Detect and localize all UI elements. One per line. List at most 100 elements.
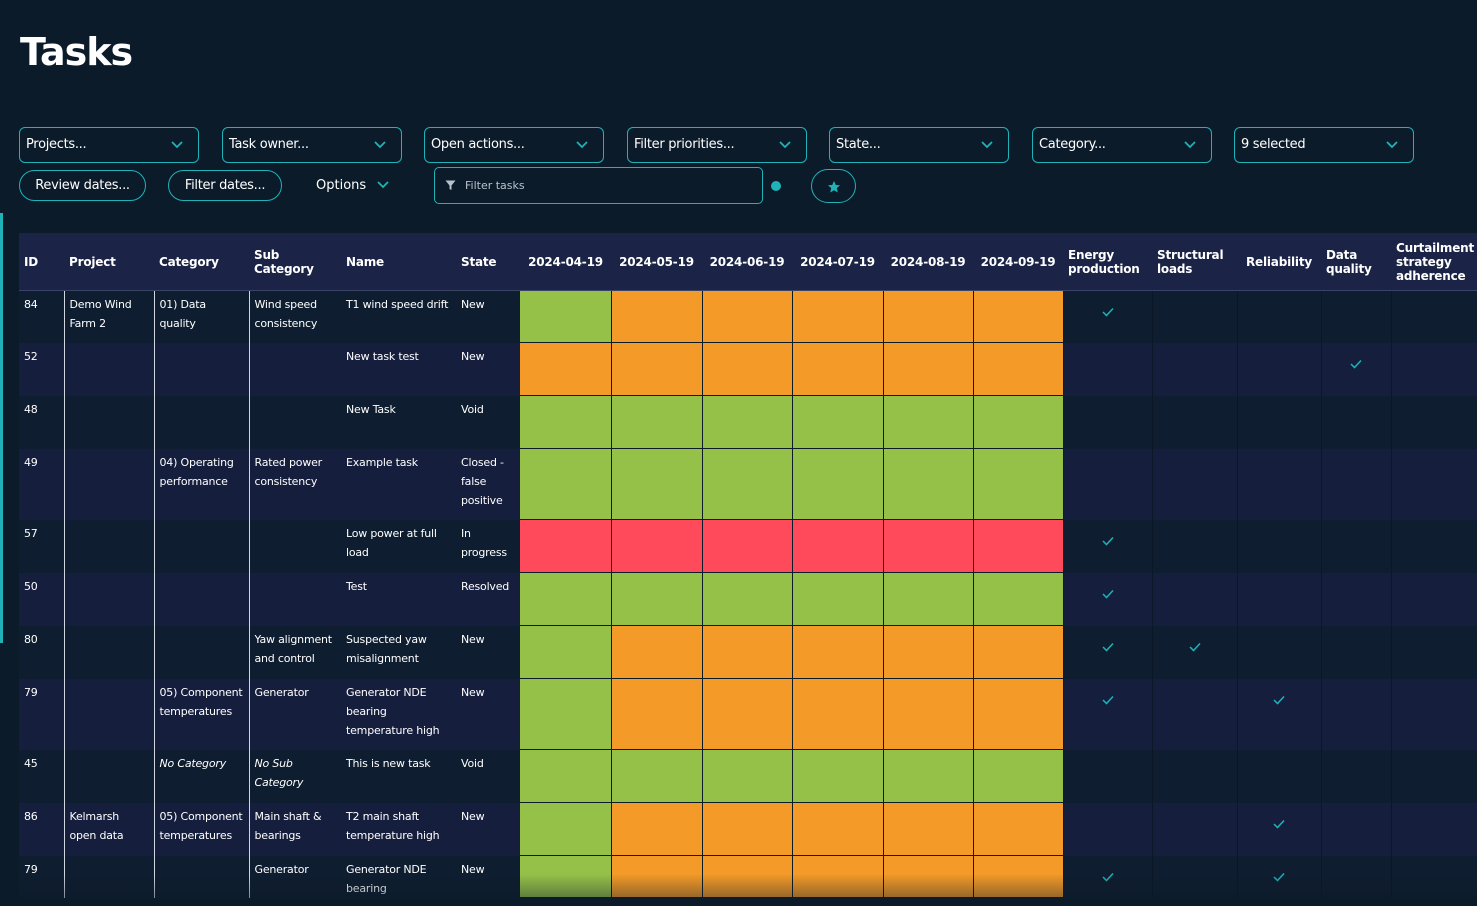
column-header-data-quality[interactable]: Data quality xyxy=(1321,233,1391,291)
column-header-curtailment[interactable]: Curtailment strategy adherence xyxy=(1391,233,1477,291)
column-header-energy-production[interactable]: Energy production xyxy=(1063,233,1152,291)
table-row[interactable]: 79 Generator Generator NDE bearing New xyxy=(19,855,1477,898)
table-row[interactable]: 49 04) Operating performance Rated power c… xyxy=(19,448,1477,520)
column-header-date[interactable]: 2024-04-19 xyxy=(520,233,611,291)
options-dropdown[interactable]: Options xyxy=(316,170,389,201)
status-cell-green[interactable] xyxy=(792,572,884,626)
column-header-id[interactable]: ID xyxy=(19,233,64,291)
table-row[interactable]: 45 No Category No Sub Category This is new … xyxy=(19,749,1477,803)
status-cell-orange[interactable] xyxy=(702,855,793,898)
status-cell-green[interactable] xyxy=(520,749,612,803)
status-cell-orange[interactable] xyxy=(973,625,1064,679)
filter-tasks-input[interactable]: Filter tasks xyxy=(434,167,763,204)
status-cell-green[interactable] xyxy=(973,572,1064,626)
column-header-sub-category[interactable]: Sub Category xyxy=(249,233,341,291)
table-row[interactable]: 80 Yaw alignment and control Suspected yaw… xyxy=(19,625,1477,679)
column-header-date[interactable]: 2024-07-19 xyxy=(792,233,883,291)
status-cell-orange[interactable] xyxy=(883,342,974,396)
status-cell-red[interactable] xyxy=(611,519,703,573)
status-cell-green[interactable] xyxy=(702,395,793,449)
column-header-reliability[interactable]: Reliability xyxy=(1237,233,1321,291)
status-cell-red[interactable] xyxy=(792,519,884,573)
status-cell-orange[interactable] xyxy=(973,342,1064,396)
status-cell-orange[interactable] xyxy=(883,625,974,679)
column-header-date[interactable]: 2024-06-19 xyxy=(702,233,792,291)
filter-dates-button[interactable]: Filter dates... xyxy=(168,170,282,201)
task-owner-dropdown[interactable]: Task owner... xyxy=(222,127,402,163)
column-header-date[interactable]: 2024-09-19 xyxy=(973,233,1063,291)
status-cell-orange[interactable] xyxy=(973,802,1064,856)
status-cell-orange[interactable] xyxy=(702,342,793,396)
table-row[interactable]: 86 Kelmarsh open data 05) Component temper… xyxy=(19,802,1477,856)
status-cell-green[interactable] xyxy=(520,395,612,449)
status-cell-orange[interactable] xyxy=(792,855,884,898)
status-cell-orange[interactable] xyxy=(702,678,793,750)
status-cell-orange[interactable] xyxy=(611,625,703,679)
status-cell-green[interactable] xyxy=(520,625,612,679)
status-cell-green[interactable] xyxy=(611,572,703,626)
review-dates-button[interactable]: Review dates... xyxy=(19,170,146,201)
status-cell-red[interactable] xyxy=(702,519,793,573)
status-cell-orange[interactable] xyxy=(973,855,1064,898)
status-cell-orange[interactable] xyxy=(792,342,884,396)
column-header-name[interactable]: Name xyxy=(341,233,456,291)
status-cell-orange[interactable] xyxy=(611,802,703,856)
status-cell-orange[interactable] xyxy=(702,290,793,343)
status-cell-green[interactable] xyxy=(792,749,884,803)
projects-dropdown[interactable]: Projects... xyxy=(19,127,199,163)
column-header-project[interactable]: Project xyxy=(64,233,154,291)
status-cell-orange[interactable] xyxy=(973,290,1064,343)
status-cell-orange[interactable] xyxy=(611,678,703,750)
status-cell-green[interactable] xyxy=(611,395,703,449)
table-row[interactable]: 57 Low power at full load In progress xyxy=(19,519,1477,573)
status-cell-green[interactable] xyxy=(520,448,612,520)
favorite-button[interactable] xyxy=(811,169,856,203)
priorities-dropdown[interactable]: Filter priorities... xyxy=(627,127,807,163)
table-row[interactable]: 50 Test Resolved xyxy=(19,572,1477,626)
status-cell-orange[interactable] xyxy=(883,678,974,750)
status-cell-green[interactable] xyxy=(611,749,703,803)
column-header-structural-loads[interactable]: Structural loads xyxy=(1152,233,1237,291)
status-cell-green[interactable] xyxy=(520,290,612,343)
status-cell-green[interactable] xyxy=(520,855,612,898)
status-cell-orange[interactable] xyxy=(611,855,703,898)
category-dropdown[interactable]: Category... xyxy=(1032,127,1212,163)
status-cell-green[interactable] xyxy=(973,395,1064,449)
status-cell-red[interactable] xyxy=(520,519,612,573)
table-row[interactable]: 84 Demo Wind Farm 2 01) Data quality Wind s… xyxy=(19,290,1477,343)
open-actions-dropdown[interactable]: Open actions... xyxy=(424,127,604,163)
status-cell-orange[interactable] xyxy=(611,290,703,343)
columns-selected-dropdown[interactable]: 9 selected xyxy=(1234,127,1414,163)
status-cell-orange[interactable] xyxy=(792,290,884,343)
status-cell-green[interactable] xyxy=(520,678,612,750)
column-header-category[interactable]: Category xyxy=(154,233,249,291)
status-cell-green[interactable] xyxy=(611,448,703,520)
status-cell-green[interactable] xyxy=(792,395,884,449)
state-dropdown[interactable]: State... xyxy=(829,127,1009,163)
status-cell-red[interactable] xyxy=(973,519,1064,573)
status-cell-green[interactable] xyxy=(883,749,974,803)
status-cell-orange[interactable] xyxy=(883,802,974,856)
status-cell-green[interactable] xyxy=(520,572,612,626)
status-cell-green[interactable] xyxy=(973,749,1064,803)
status-cell-orange[interactable] xyxy=(792,802,884,856)
status-cell-green[interactable] xyxy=(883,395,974,449)
status-cell-orange[interactable] xyxy=(611,342,703,396)
status-cell-orange[interactable] xyxy=(520,342,612,396)
table-row[interactable]: 48 New Task Void xyxy=(19,395,1477,449)
status-cell-orange[interactable] xyxy=(702,625,793,679)
status-cell-green[interactable] xyxy=(702,749,793,803)
status-cell-green[interactable] xyxy=(520,802,612,856)
status-cell-red[interactable] xyxy=(883,519,974,573)
status-cell-green[interactable] xyxy=(883,572,974,626)
info-icon[interactable] xyxy=(771,181,781,191)
status-cell-orange[interactable] xyxy=(702,802,793,856)
status-cell-orange[interactable] xyxy=(883,855,974,898)
table-row[interactable]: 52 New task test New xyxy=(19,342,1477,396)
status-cell-orange[interactable] xyxy=(792,678,884,750)
column-header-state[interactable]: State xyxy=(456,233,520,291)
status-cell-orange[interactable] xyxy=(973,678,1064,750)
status-cell-green[interactable] xyxy=(883,448,974,520)
status-cell-orange[interactable] xyxy=(792,625,884,679)
table-row[interactable]: 79 05) Component temperatures Generator Gen… xyxy=(19,678,1477,750)
